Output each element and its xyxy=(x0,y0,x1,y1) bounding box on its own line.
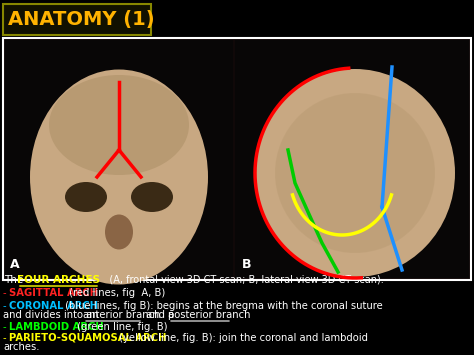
Text: ANATOMY (1): ANATOMY (1) xyxy=(8,11,155,29)
Text: (green line, fig. B): (green line, fig. B) xyxy=(74,322,167,332)
Ellipse shape xyxy=(49,75,189,175)
Text: B: B xyxy=(242,258,252,271)
Text: anterior branch: anterior branch xyxy=(83,310,161,320)
Ellipse shape xyxy=(255,69,455,277)
Ellipse shape xyxy=(105,214,133,250)
Text: SAGITTAL ARCH: SAGITTAL ARCH xyxy=(9,288,98,298)
Text: -: - xyxy=(3,288,7,298)
Text: (red lines, fig  A, B): (red lines, fig A, B) xyxy=(66,288,165,298)
Text: (blue lines, fig B): begins at the bregma with the coronal suture: (blue lines, fig B): begins at the bregm… xyxy=(62,301,383,311)
Ellipse shape xyxy=(131,182,173,212)
Text: (yellow line, fig. B): join the coronal and lambdoid: (yellow line, fig. B): join the coronal … xyxy=(116,333,368,343)
Bar xyxy=(3,38,471,280)
Ellipse shape xyxy=(275,93,435,253)
Text: (A, frontal view 3D CT scan; B, lateral view 3D CT scan).: (A, frontal view 3D CT scan; B, lateral … xyxy=(100,275,384,285)
Text: A: A xyxy=(10,258,19,271)
Bar xyxy=(5,40,233,278)
FancyBboxPatch shape xyxy=(3,4,151,35)
Text: and a: and a xyxy=(143,310,177,320)
Text: CORONAL ARCH: CORONAL ARCH xyxy=(9,301,98,311)
Text: LAMBDOID ARCH: LAMBDOID ARCH xyxy=(9,322,104,332)
Text: FOUR ARCHES: FOUR ARCHES xyxy=(17,275,100,285)
Text: posterior branch: posterior branch xyxy=(168,310,250,320)
Bar xyxy=(235,40,469,278)
Text: The: The xyxy=(4,275,27,285)
Text: -: - xyxy=(3,301,7,311)
Text: -: - xyxy=(3,333,7,343)
Text: -: - xyxy=(3,322,7,332)
Ellipse shape xyxy=(65,182,107,212)
Text: arches.: arches. xyxy=(3,342,39,352)
Text: PARIETO-SQUAMOSAL ARCH: PARIETO-SQUAMOSAL ARCH xyxy=(9,333,166,343)
Ellipse shape xyxy=(30,70,208,284)
Text: and divides into an: and divides into an xyxy=(3,310,102,320)
